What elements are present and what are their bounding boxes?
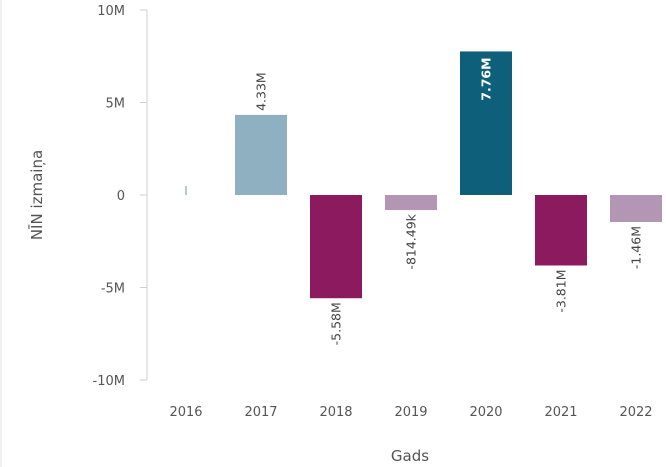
x-tick-label-2022: 2022 — [619, 405, 652, 420]
data-label-2018: -5.58M — [329, 302, 344, 345]
bar-2020[interactable] — [460, 51, 512, 195]
bar-2017[interactable] — [235, 114, 287, 195]
x-tick-label-2021: 2021 — [544, 405, 577, 420]
bar-2019[interactable] — [385, 195, 437, 211]
y-axis-title: NĪN izmaiņa — [28, 150, 46, 240]
y-tick-label: -5M — [101, 282, 125, 297]
data-label-2017: 4.33M — [254, 72, 269, 111]
data-label-2022: -1.46M — [629, 226, 644, 269]
y-tick-label: 10M — [97, 4, 125, 19]
y-tick-label: 0 — [117, 189, 125, 204]
y-tick-label: -10M — [93, 374, 125, 389]
data-labels: 4.33M -5.58M -814.49k 7.76M -3.81M -1.46M — [254, 57, 644, 345]
data-label-2021: -3.81M — [554, 269, 569, 312]
bar-2016[interactable] — [185, 186, 187, 195]
y-tick-label: 5M — [106, 97, 126, 112]
x-tick-label-2018: 2018 — [319, 405, 352, 420]
x-tick-label-2020: 2020 — [469, 405, 502, 420]
data-label-2019: -814.49k — [404, 213, 419, 269]
bar-2021[interactable] — [535, 195, 587, 266]
x-tick-label-2017: 2017 — [244, 405, 277, 420]
x-tick-label-2019: 2019 — [394, 405, 427, 420]
x-tick-label-2016: 2016 — [169, 405, 202, 420]
bar-2022[interactable] — [610, 195, 662, 223]
y-ticks: 10M 5M 0 -5M -10M — [93, 4, 147, 389]
x-ticks: 2016 2017 2018 2019 2020 2021 2022 — [169, 405, 652, 420]
bars-layer — [185, 51, 662, 299]
bar-2018[interactable] — [310, 195, 362, 299]
x-axis-title: Gads — [391, 447, 429, 465]
data-label-2020: 7.76M — [479, 57, 494, 100]
